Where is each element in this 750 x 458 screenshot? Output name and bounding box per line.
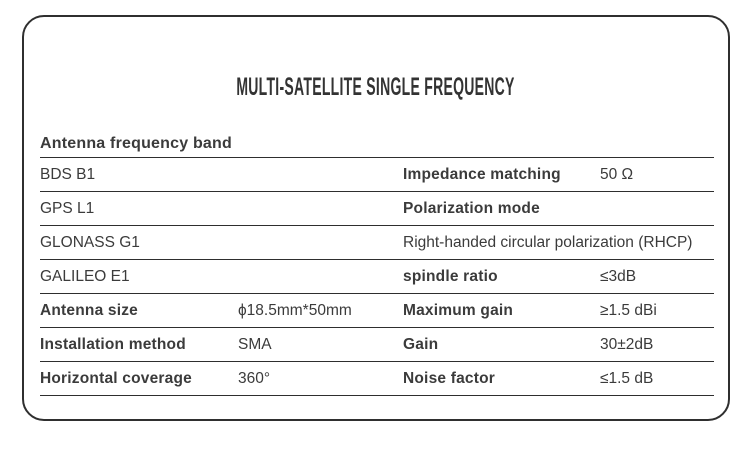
installation-method-label: Installation method	[40, 335, 186, 353]
table-row-gps-l1: GPS L1 Polarization mode	[40, 192, 714, 226]
spindle-ratio-value: ≤3dB	[600, 267, 637, 285]
table-row-installation-method: Installation method SMA Gain 30±2dB	[40, 328, 714, 362]
spec-card: MULTI-SATELLITE SINGLE FREQUENCY Antenna…	[22, 15, 730, 421]
page-title: MULTI-SATELLITE SINGLE FREQUENCY	[236, 73, 516, 101]
antenna-size-label: Antenna size	[40, 301, 139, 319]
title-area: MULTI-SATELLITE SINGLE FREQUENCY	[24, 73, 728, 102]
impedance-matching-label: Impedance matching	[403, 165, 561, 183]
antenna-frequency-band-header: Antenna frequency band	[40, 134, 232, 152]
noise-factor-label: Noise factor	[403, 369, 495, 387]
maximum-gain-value: ≥1.5 dBi	[600, 301, 657, 319]
table-row-galileo-e1: GALILEO E1 spindle ratio ≤3dB	[40, 260, 714, 294]
installation-method-value: SMA	[238, 335, 272, 353]
gain-label: Gain	[403, 335, 439, 353]
impedance-matching-value: 50 Ω	[600, 165, 634, 183]
polarization-mode-value: Right-handed circular polarization (RHCP…	[403, 233, 693, 251]
maximum-gain-label: Maximum gain	[403, 301, 514, 319]
polarization-mode-label: Polarization mode	[403, 199, 540, 217]
band-bds-b1: BDS B1	[40, 165, 96, 183]
noise-factor-value: ≤1.5 dB	[600, 369, 654, 387]
band-glonass-g1: GLONASS G1	[40, 233, 140, 251]
horizontal-coverage-label: Horizontal coverage	[40, 369, 192, 387]
gain-value: 30±2dB	[600, 335, 654, 353]
table-row-antenna-size: Antenna size ϕ18.5mm*50mm Maximum gain ≥…	[40, 294, 714, 328]
table-row-horizontal-coverage: Horizontal coverage 360° Noise factor ≤1…	[40, 362, 714, 396]
table-row-glonass-g1: GLONASS G1 Right-handed circular polariz…	[40, 226, 714, 260]
band-gps-l1: GPS L1	[40, 199, 95, 217]
table-row-bds-b1: BDS B1 Impedance matching 50 Ω	[40, 158, 714, 192]
band-galileo-e1: GALILEO E1	[40, 267, 130, 285]
table-header-row: Antenna frequency band	[40, 130, 714, 158]
horizontal-coverage-value: 360°	[238, 369, 271, 387]
spindle-ratio-label: spindle ratio	[403, 267, 498, 285]
antenna-size-value: ϕ18.5mm*50mm	[238, 301, 352, 319]
spec-table: Antenna frequency band BDS B1 Impedance …	[40, 130, 714, 396]
